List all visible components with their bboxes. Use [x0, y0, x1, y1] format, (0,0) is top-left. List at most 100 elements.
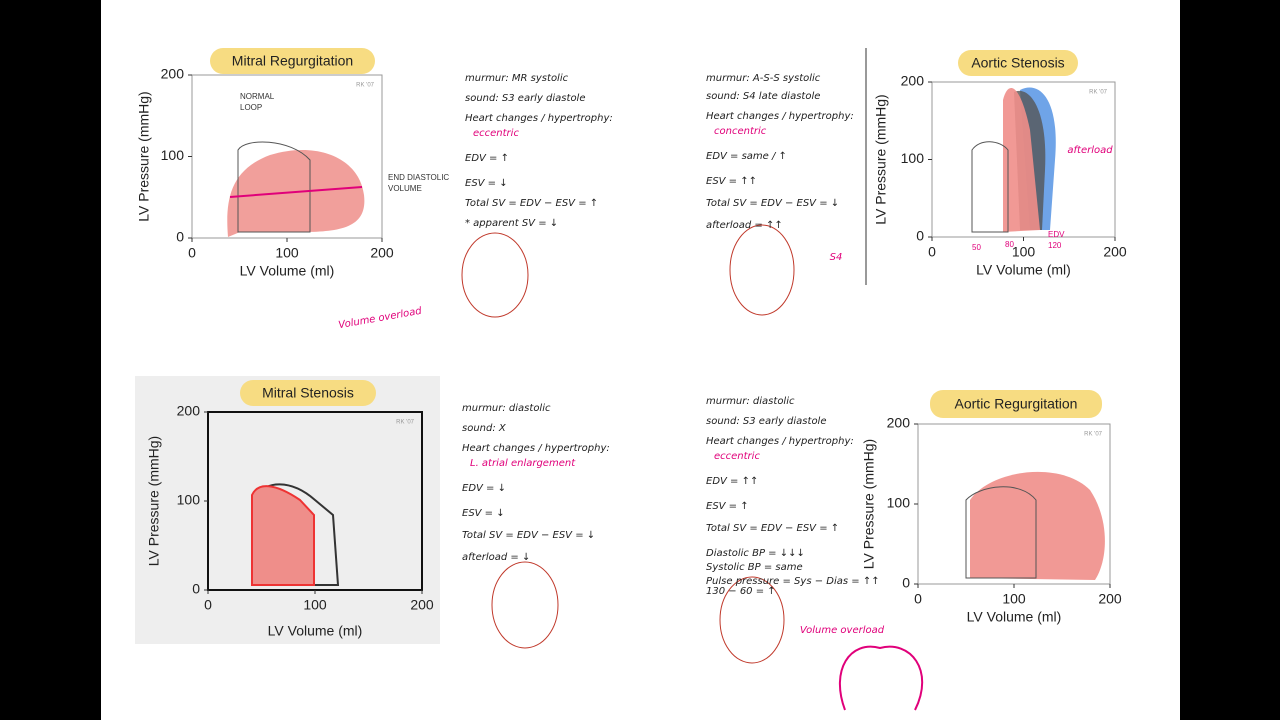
note: Total SV = EDV − ESV = ↓: [706, 198, 839, 209]
loop: [237, 141, 311, 233]
note: Heart changes / hypertrophy:: [706, 111, 854, 122]
x-tick-label: 0: [204, 597, 212, 613]
note: Total SV = EDV − ESV = ↑: [465, 198, 598, 209]
annotation: VOLUME: [388, 184, 422, 193]
handwritten-label: afterload: [1067, 145, 1113, 156]
y-axis-label: LV Pressure (mmHg): [861, 439, 877, 569]
x-tick-label: 100: [275, 245, 299, 261]
loop: [970, 471, 1105, 580]
title-highlight: [240, 380, 376, 406]
watermark: RK '07: [1089, 90, 1107, 96]
note: murmur: diastolic: [462, 403, 551, 414]
y-tick-label: 0: [916, 228, 924, 244]
note: Heart changes / hypertrophy:: [465, 113, 613, 124]
note: Systolic BP = same: [706, 562, 803, 573]
note: afterload = ↓: [462, 552, 530, 563]
heart-sketch: [491, 561, 559, 649]
arrow: [229, 186, 363, 198]
loop: [971, 141, 1009, 233]
x-tick-label: 200: [1103, 244, 1127, 260]
x-tick-label: 200: [370, 245, 394, 261]
note: Heart changes / hypertrophy:: [706, 436, 854, 447]
note: eccentric: [714, 451, 760, 462]
x-tick-label: 0: [914, 591, 922, 607]
chart-title: Mitral Regurgitation: [232, 53, 353, 69]
loop: [965, 486, 1037, 579]
y-axis-label: LV Pressure (mmHg): [146, 436, 162, 566]
annotation: EDV: [1048, 230, 1065, 239]
y-tick-label: 200: [177, 403, 201, 419]
y-tick-label: 100: [161, 147, 185, 163]
watermark: RK '07: [356, 83, 374, 89]
note: ESV = ↑: [706, 501, 749, 512]
note: murmur: diastolic: [706, 396, 795, 407]
handwritten-label: Volume overload: [800, 625, 885, 636]
x-tick-label: 100: [1012, 244, 1036, 260]
y-tick-label: 100: [177, 492, 201, 508]
chart-title: Mitral Stenosis: [262, 385, 354, 401]
note: EDV = ↑↑: [706, 476, 758, 487]
note: Diastolic BP = ↓↓↓: [706, 548, 805, 559]
y-tick-label: 0: [902, 575, 910, 591]
y-axis-label: LV Pressure (mmHg): [136, 91, 152, 221]
watermark: RK '07: [1084, 432, 1102, 438]
chart-title: Aortic Stenosis: [971, 55, 1064, 71]
note: murmur: A-S-S systolic: [706, 73, 821, 84]
note: * apparent SV = ↓: [465, 218, 558, 229]
note: EDV = same / ↑: [706, 151, 787, 162]
x-tick-label: 0: [188, 245, 196, 261]
x-axis-label: LV Volume (ml): [240, 263, 335, 279]
watermark: RK '07: [396, 420, 414, 426]
note: Heart changes / hypertrophy:: [462, 443, 610, 454]
note: ESV = ↓: [462, 508, 505, 519]
y-tick-label: 100: [901, 150, 925, 166]
heart-sketch: [719, 576, 785, 664]
x-axis-label: LV Volume (ml): [268, 623, 363, 639]
annotation: NORMAL: [240, 92, 275, 101]
note: EDV = ↓: [462, 483, 506, 494]
x-tick-label: 100: [1002, 591, 1026, 607]
annotation: LOOP: [240, 103, 262, 112]
note: ESV = ↓: [465, 178, 508, 189]
title-highlight: [930, 390, 1102, 418]
title-highlight: [210, 48, 375, 74]
y-tick-label: 100: [887, 495, 911, 511]
x-tick-label: 100: [303, 597, 327, 613]
note: L. atrial enlargement: [470, 458, 576, 469]
y-tick-label: 0: [176, 229, 184, 245]
x-axis-label: LV Volume (ml): [976, 262, 1071, 278]
loop: [1003, 88, 1040, 232]
x-tick-label: 0: [928, 244, 936, 260]
y-tick-label: 200: [901, 73, 925, 89]
loop: [227, 149, 365, 237]
x-axis-label: LV Volume (ml): [967, 609, 1062, 625]
x-tick-label: 200: [410, 597, 434, 613]
y-axis-label: LV Pressure (mmHg): [873, 94, 889, 224]
note: EDV = ↑: [465, 153, 509, 164]
y-tick-label: 200: [161, 66, 185, 82]
note: ESV = ↑↑: [706, 176, 757, 187]
note: sound: X: [462, 423, 507, 434]
note: Total SV = EDV − ESV = ↓: [462, 530, 595, 541]
note: murmur: MR systolic: [465, 73, 569, 84]
sketch: [839, 645, 924, 711]
note: 130 − 60 = ↑: [706, 586, 776, 597]
title-highlight: [958, 50, 1078, 76]
y-tick-label: 200: [887, 415, 911, 431]
annotation: 50: [972, 243, 981, 252]
note: Pulse pressure = Sys − Dias = ↑↑: [706, 576, 880, 587]
annotation: 80: [1005, 240, 1014, 249]
annotation: END DIASTOLIC: [388, 173, 449, 182]
heart-sketch: [729, 224, 795, 316]
note: sound: S3 early diastole: [706, 416, 827, 427]
note: concentric: [714, 126, 767, 137]
note: sound: S3 early diastole: [465, 93, 586, 104]
note: afterload = ↑↑: [706, 220, 783, 231]
note: sound: S4 late diastole: [706, 91, 820, 102]
note: eccentric: [473, 128, 519, 139]
y-tick-label: 0: [192, 581, 200, 597]
heart-sketch: [461, 232, 529, 318]
loop: [251, 485, 315, 586]
note: Total SV = EDV − ESV = ↑: [706, 523, 839, 534]
